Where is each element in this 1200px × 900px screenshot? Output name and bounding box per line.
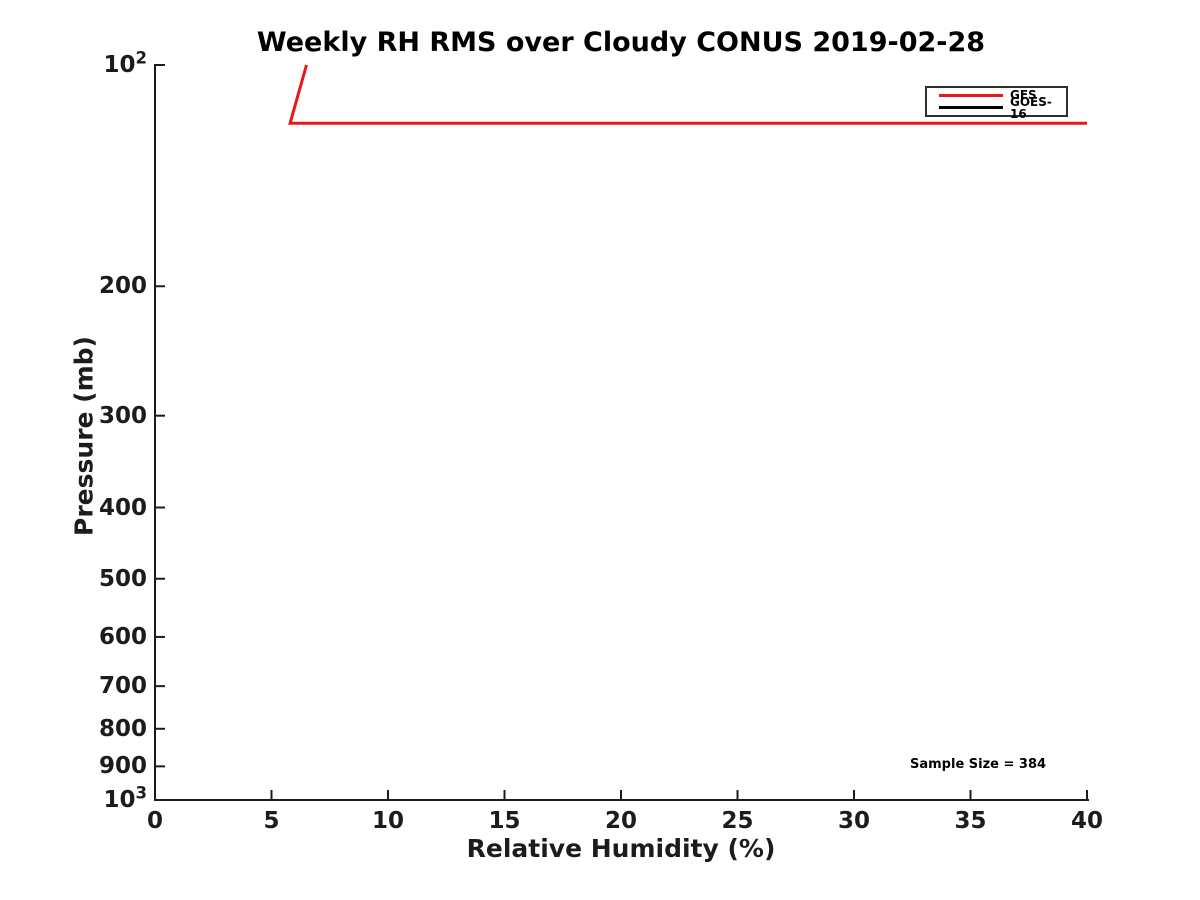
y-tick-label: 900 (98, 753, 147, 780)
y-tick-label: 200 (98, 273, 147, 300)
y-tick-label: 103 (103, 783, 147, 813)
x-tick-label: 5 (263, 808, 280, 834)
x-tick-label: 30 (837, 808, 871, 834)
x-axis-label: Relative Humidity (%) (466, 834, 776, 863)
x-tick-label: 15 (488, 808, 521, 834)
legend-label-gfs: GFS (1010, 88, 1037, 103)
y-tick-label: 102 (103, 48, 147, 78)
sample-size-annotation: Sample Size = 384 (910, 757, 1047, 772)
x-tick-label: 35 (954, 808, 987, 834)
gfs-line (288, 64, 1087, 125)
chart-title: Weekly RH RMS over Cloudy CONUS 2019-02-… (256, 27, 986, 58)
y-tick-label: 300 (98, 402, 147, 429)
legend-item-goes16: GOES-16 (939, 96, 1066, 120)
legend-label-goes16: GOES-16 (1010, 94, 1052, 121)
y-tick-label: 500 (98, 565, 147, 592)
gfs-line-swatch (939, 93, 1003, 97)
x-tick-label: 20 (604, 808, 638, 834)
goes16-line-swatch (939, 106, 1003, 110)
y-tick-label: 700 (98, 673, 147, 700)
x-tick-label: 25 (721, 808, 754, 834)
x-tick-label: 10 (371, 808, 405, 834)
x-tick-label: 0 (146, 808, 164, 834)
legend: GFS GOES-16 (925, 86, 1068, 120)
y-tick-label: 800 (98, 715, 147, 742)
y-tick-label: 600 (98, 623, 147, 650)
legend-item-gfs: GFS (939, 89, 1066, 101)
y-tick-label: 400 (98, 494, 147, 521)
x-tick-label: 40 (1070, 808, 1104, 834)
